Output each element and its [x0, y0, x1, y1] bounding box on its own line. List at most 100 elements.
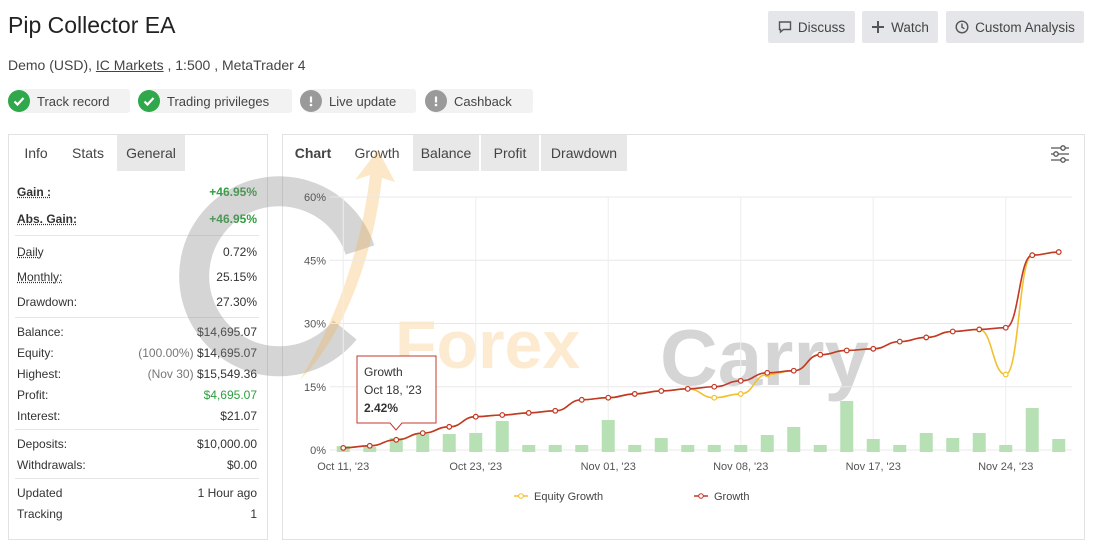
icon — [778, 21, 792, 34]
stat-row: Daily 0.72% — [15, 239, 259, 264]
stat-row: Updated 1 Hour ago — [15, 482, 259, 503]
stat-value-wrap: $4,695.07 — [204, 388, 257, 402]
badge: Track record — [8, 89, 130, 113]
stat-row: Tracking 1 — [15, 503, 259, 524]
tab[interactable]: Balance — [413, 135, 479, 171]
stats-list: Gain : +46.95% Abs. Gain: +46.95% Daily 0.72%… — [15, 175, 259, 527]
badge-label: Trading privileges — [167, 93, 270, 109]
stats-group: Balance: $14,695.07 Equity: (100.00%) $14,6… — [15, 318, 259, 430]
stat-label: Equity: — [17, 345, 54, 360]
stat-note: (Nov 30) — [147, 366, 194, 381]
stat-value-wrap: (Nov 30) $15,549.36 — [148, 367, 257, 381]
badge-label: Cashback — [454, 93, 512, 109]
icon — [872, 21, 885, 33]
status-icon — [300, 90, 322, 112]
stats-panel: Info Stats General Gain : +46.95% Abs. Gai… — [8, 134, 268, 540]
stat-value: $4,695.07 — [203, 387, 257, 402]
stat-row: Drawdown: 27.30% — [15, 289, 259, 314]
badge: Cashback — [425, 89, 533, 113]
stat-value-wrap: $0.00 — [227, 458, 257, 472]
icon — [955, 20, 969, 34]
tab-active[interactable]: Growth — [343, 135, 411, 171]
button-label: Custom Analysis — [975, 19, 1075, 35]
stat-value: $14,695.07 — [196, 345, 257, 360]
stat-label: Deposits: — [17, 436, 68, 451]
stat-label: Updated — [17, 485, 63, 500]
settings-icon[interactable] — [1049, 143, 1071, 165]
stat-value: 27.30% — [216, 294, 257, 309]
custom-analysis-button[interactable]: Custom Analysis — [946, 11, 1084, 43]
stat-label: Balance: — [17, 324, 64, 339]
stat-value-wrap: $14,695.07 — [197, 325, 257, 339]
stat-label: Withdrawals: — [17, 457, 86, 472]
tab[interactable]: Profit — [481, 135, 539, 171]
stat-row: Profit: $4,695.07 — [15, 384, 259, 405]
badge-label: Track record — [37, 93, 110, 109]
stat-value: $15,549.36 — [196, 366, 257, 381]
stat-row: Gain : +46.95% — [15, 178, 259, 205]
stat-value-wrap: $21.07 — [220, 409, 257, 423]
stats-group: Updated 1 Hour ago Tracking 1 — [15, 479, 259, 527]
account: Demo (USD), — [8, 57, 93, 73]
stat-value: $21.07 — [220, 408, 257, 423]
stat-label: Drawdown: — [17, 294, 78, 309]
details: , 1:500 , MetaTrader 4 — [167, 57, 306, 73]
stat-label: Monthly: — [17, 269, 63, 284]
page-title: Pip Collector EA — [8, 12, 176, 38]
stats-group: Gain : +46.95% Abs. Gain: +46.95% — [15, 175, 259, 236]
stat-value-wrap: $10,000.00 — [197, 437, 257, 451]
stat-value-wrap: +46.95% — [209, 212, 257, 226]
broker-link[interactable]: IC Markets — [95, 57, 164, 73]
stat-value-wrap: +46.95% — [209, 185, 257, 199]
chart-panel: Chart Growth Balance Profit Drawdown — [282, 134, 1085, 540]
stat-value: 1 Hour ago — [197, 485, 257, 500]
account-info: Demo (USD), IC Markets , 1:500 , MetaTra… — [8, 57, 305, 73]
stat-value-wrap: 1 — [250, 507, 257, 521]
stat-label: Interest: — [17, 408, 61, 423]
stats-group: Daily 0.72% Monthly: 25.15% Drawdown: 27.30% — [15, 236, 259, 318]
tab-active[interactable]: Stats — [61, 135, 115, 171]
button-label: Discuss — [797, 19, 846, 35]
stat-row: Withdrawals: $0.00 — [15, 454, 259, 475]
stat-label: Abs. Gain: — [17, 211, 78, 226]
discuss-button[interactable]: Discuss — [768, 11, 855, 43]
stat-value: 0.72% — [222, 244, 257, 259]
stat-label: Daily — [17, 244, 44, 259]
stat-value: 25.15% — [216, 269, 257, 284]
stat-label: Gain : — [17, 184, 52, 199]
stat-row: Monthly: 25.15% — [15, 264, 259, 289]
stat-row: Balance: $14,695.07 — [15, 321, 259, 342]
status-icon — [138, 90, 160, 112]
watch-button[interactable]: Watch — [862, 11, 938, 43]
stat-value-wrap: 0.72% — [223, 245, 257, 259]
stat-note: (100.00%) — [138, 345, 194, 360]
stat-value-wrap: 25.15% — [216, 270, 257, 284]
tab[interactable]: Info — [11, 135, 61, 171]
stat-label: Highest: — [17, 366, 62, 381]
stat-label: Profit: — [17, 387, 49, 402]
stat-value: $0.00 — [226, 457, 257, 472]
stat-value: $10,000.00 — [196, 436, 257, 451]
badge: Live update — [300, 89, 416, 113]
stat-row: Abs. Gain: +46.95% — [15, 205, 259, 232]
stat-value: +46.95% — [209, 211, 257, 226]
stat-value-wrap: 1 Hour ago — [198, 486, 257, 500]
status-icon — [8, 90, 30, 112]
tab[interactable]: General — [117, 135, 185, 171]
stat-value: +46.95% — [209, 184, 257, 199]
button-label: Watch — [891, 19, 929, 35]
stat-value: 1 — [250, 506, 257, 521]
stat-row: Interest: $21.07 — [15, 405, 259, 426]
stat-row: Equity: (100.00%) $14,695.07 — [15, 342, 259, 363]
status-icon — [425, 90, 447, 112]
stat-row: Deposits: $10,000.00 — [15, 433, 259, 454]
badge: Trading privileges — [138, 89, 292, 113]
chart-label: Chart — [287, 135, 339, 171]
badge-label: Live update — [329, 93, 397, 109]
tab[interactable]: Drawdown — [541, 135, 627, 171]
stat-row: Highest: (Nov 30) $15,549.36 — [15, 363, 259, 384]
stat-value: $14,695.07 — [196, 324, 257, 339]
stat-value-wrap: 27.30% — [216, 295, 257, 309]
stat-label: Tracking — [17, 506, 63, 521]
